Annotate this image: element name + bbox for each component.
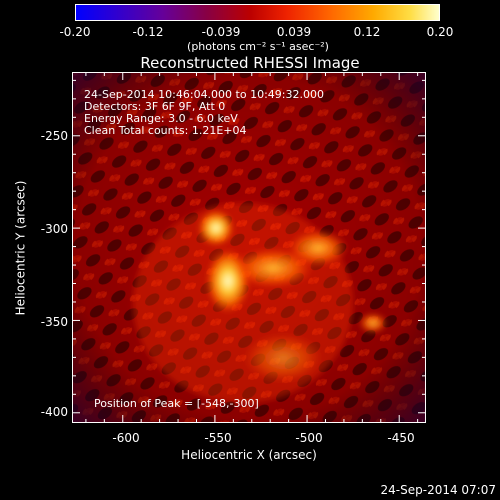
info-method: Clean Total counts: 1.21E+04 [84,124,247,137]
y-axis-label: Heliocentric Y (arcsec) [13,180,28,316]
colorbar-tick: 0.20 [426,25,454,39]
x-tick-label: -550 [204,431,232,445]
colorbar [75,4,440,21]
rhessi-image-canvas [73,73,425,422]
colorbar-tick: -0.039 [201,25,241,39]
info-energy: Energy Range: 3.0 - 6.0 keV [84,112,238,125]
footer-timestamp: 24-Sep-2014 07:07 [380,483,496,497]
colorbar-tick: -0.12 [132,25,164,39]
info-detectors: Detectors: 3F 6F 9F, Att 0 [84,100,226,113]
rhessi-image: 24-Sep-2014 10:46:04.000 to 10:49:32.000… [72,72,426,423]
y-tick-label: -350 [40,315,68,329]
colorbar-tick: 0.039 [276,25,312,39]
y-tick-label: -250 [40,129,68,143]
y-tick-label: -300 [40,222,68,236]
colorbar-tick: -0.20 [59,25,91,39]
colorbar-tick: 0.12 [353,25,381,39]
x-tick-label: -450 [387,431,415,445]
y-tick-label: -400 [40,405,68,419]
image-title: Reconstructed RHESSI Image [140,54,360,72]
emission-sources [133,203,387,403]
colorbar-units: (photons cm⁻² s⁻¹ asec⁻²) [187,40,329,53]
x-axis-label: Heliocentric X (arcsec) [181,448,317,462]
axis-ticks [73,73,425,422]
info-peak: Position of Peak = [-548,-300] [94,397,259,410]
info-time: 24-Sep-2014 10:46:04.000 to 10:49:32.000 [84,88,324,101]
x-tick-label: -500 [295,431,323,445]
x-tick-label: -600 [112,431,140,445]
